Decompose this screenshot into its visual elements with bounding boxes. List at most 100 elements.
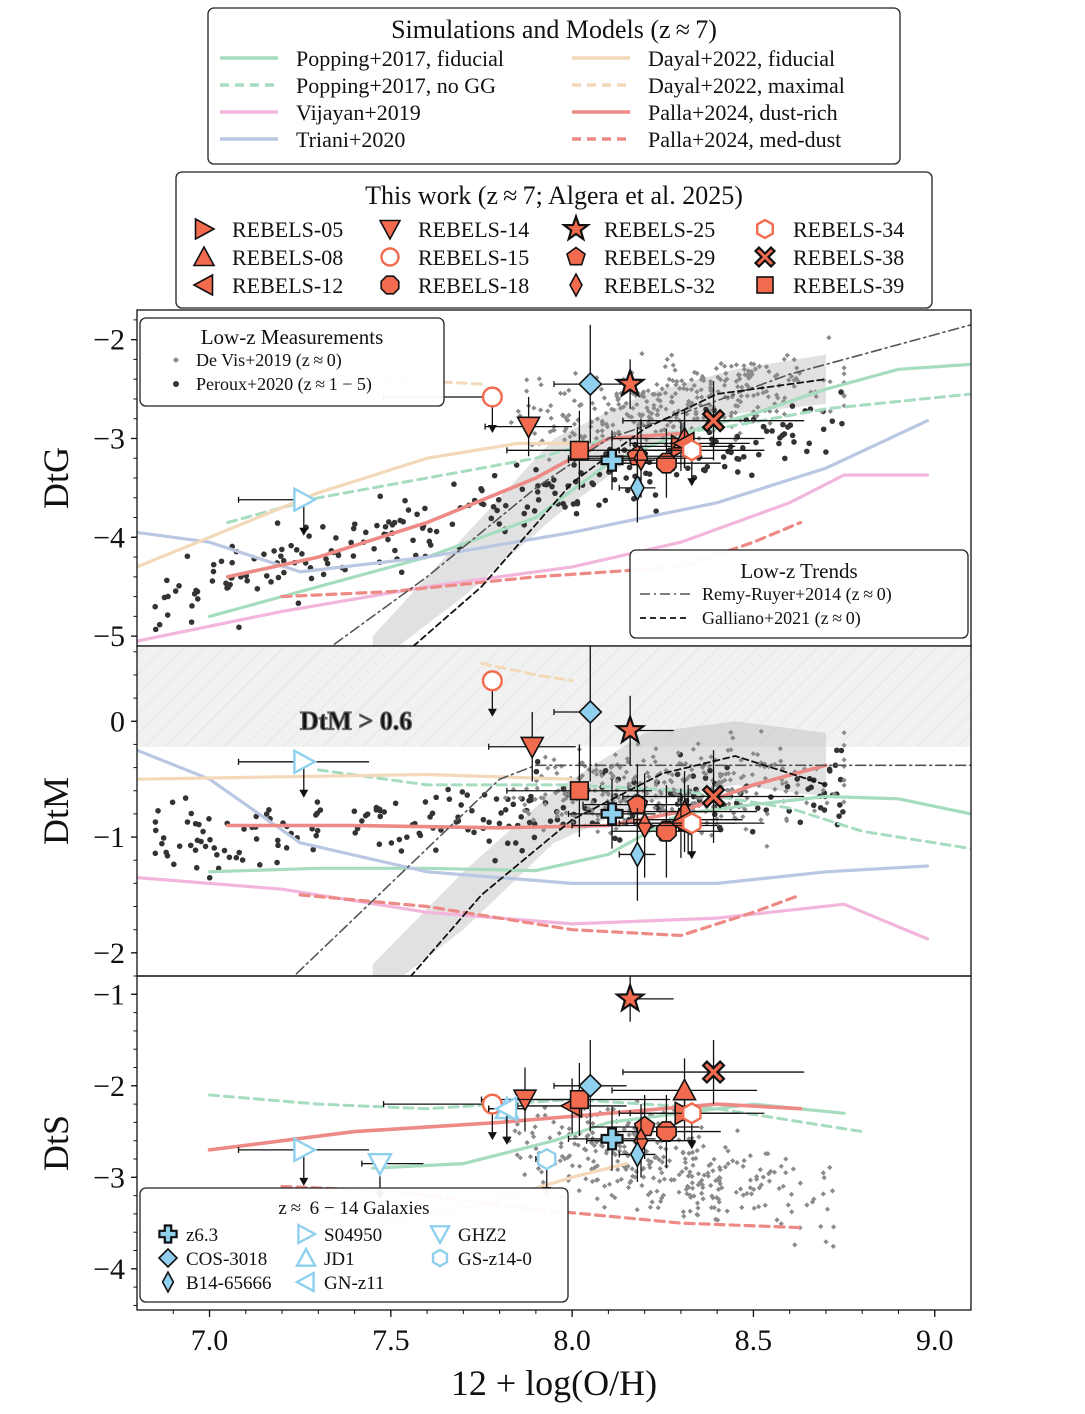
peroux-point [458,802,464,808]
model-palla_med [280,520,803,599]
devis-point [586,806,592,812]
peroux-point [176,583,182,589]
legend-model-label: Popping+2017, no GG [296,73,496,98]
devis-point [690,1149,696,1155]
devis-point [582,433,588,439]
peroux-point [206,815,212,822]
devis-point [841,782,847,788]
devis-point [557,1158,563,1164]
devis-point [638,393,645,399]
peroux-point [552,490,558,497]
devis-point [701,415,707,421]
peroux-point [152,827,159,834]
point-rebels-15 [382,1093,503,1141]
point-b14-65666 [618,808,656,901]
peroux-point [789,432,796,439]
peroux-point [371,545,377,552]
devis-point [684,776,690,782]
devis-point [734,1128,741,1134]
point-rebels-38 [622,750,805,843]
y-tick-label: −3 [93,422,125,455]
peroux-point [596,502,602,508]
devis-point [740,1163,746,1169]
point-rebels-34 [618,1102,765,1150]
peroux-point [805,786,812,792]
devis-point [599,773,605,779]
peroux-point [433,794,439,801]
legend-this-work-label: REBELS-15 [418,245,529,270]
devis-point [792,1242,798,1248]
devis-point [550,427,556,433]
devis-point [634,402,640,408]
devis-point [743,826,749,832]
peroux-point [464,792,471,798]
devis-point [686,398,692,404]
devis-point [649,798,655,804]
devis-point [780,765,786,771]
peroux-point [359,818,365,824]
peroux-point [524,504,531,510]
peroux-point [720,454,727,460]
marker-rebels-15 [481,386,503,408]
devis-point [693,411,699,417]
devis-point [716,1207,722,1213]
legend-this-work-label: REBELS-32 [604,273,715,298]
peroux-point [274,837,281,844]
model-vijayan [137,473,930,643]
devis-point [522,1172,528,1178]
devis-point [590,769,596,775]
devis-point [740,1192,746,1198]
peroux-point [210,561,217,568]
peroux-point [560,804,567,811]
devis-point [783,1156,789,1162]
devis-point [690,746,696,752]
legend-this-work-label: REBELS-29 [604,245,715,270]
devis-point [728,413,734,419]
devis-point [738,393,744,399]
upper-limit-arrow [687,1141,697,1150]
devis-point [534,785,540,791]
upper-limit-arrow [299,789,309,798]
devis-point [747,372,753,378]
peroux-point [160,835,167,841]
devis-point [651,405,657,411]
peroux-point [810,802,817,809]
peroux-point [382,523,389,530]
peroux-point [789,403,796,409]
devis-point [615,1158,621,1164]
devis-point [577,403,583,409]
point-rebels-29 [589,1094,700,1160]
devis-point [710,777,716,783]
devis-point [621,1149,628,1155]
peroux-point [780,421,786,428]
devis-point [571,398,577,404]
devis-point [546,457,552,463]
devis-point [736,372,742,378]
devis-point [680,777,686,783]
peroux-point [299,551,305,557]
peroux-point [776,440,782,447]
devis-point [612,752,618,758]
devis-point [841,757,847,763]
upper-limit-arrow [299,527,309,536]
x-tick-label: 8.5 [735,1324,773,1357]
devis-point [595,812,601,818]
devis-point [565,1177,571,1184]
devis-point [662,364,668,370]
devis-point [758,728,764,734]
peroux-point [573,510,580,517]
devis-point [650,754,656,760]
peroux-point [310,846,317,853]
devis-point [743,789,749,795]
devis-point [725,1161,731,1167]
devis-point [593,1177,599,1183]
devis-point [644,790,650,797]
devis-point [595,428,601,434]
devis-point [680,1150,686,1156]
devis-point [707,402,713,408]
devis-point [683,1165,689,1171]
devis-point [676,1172,682,1178]
devis-point [558,763,565,769]
legend-lowz-trends-title: Low-z Trends [740,559,857,583]
devis-point [609,1192,615,1198]
